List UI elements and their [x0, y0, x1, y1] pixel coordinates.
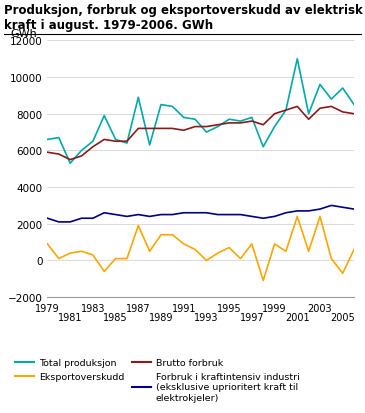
Text: kraft i august. 1979-2006. GWh: kraft i august. 1979-2006. GWh — [4, 19, 213, 31]
Text: 1987: 1987 — [126, 303, 151, 313]
Text: 2005: 2005 — [330, 312, 355, 322]
Text: 1981: 1981 — [58, 312, 82, 322]
Text: 2001: 2001 — [285, 312, 310, 322]
Text: 1993: 1993 — [194, 312, 219, 322]
Text: 1985: 1985 — [103, 312, 128, 322]
Text: GWh: GWh — [11, 29, 37, 39]
Text: 1999: 1999 — [262, 303, 287, 313]
Text: 1997: 1997 — [239, 312, 264, 322]
Text: 1979: 1979 — [35, 303, 60, 313]
Text: 1991: 1991 — [172, 303, 196, 313]
Text: 1989: 1989 — [149, 312, 173, 322]
Text: 2003: 2003 — [308, 303, 332, 313]
Legend: Total produksjon, Eksportoverskudd, Brutto forbruk, Forbruk i kraftintensiv indu: Total produksjon, Eksportoverskudd, Brut… — [15, 358, 299, 402]
Text: Produksjon, forbruk og eksportoverskudd av elektrisk: Produksjon, forbruk og eksportoverskudd … — [4, 4, 362, 17]
Text: 1995: 1995 — [217, 303, 242, 313]
Text: 1983: 1983 — [81, 303, 105, 313]
